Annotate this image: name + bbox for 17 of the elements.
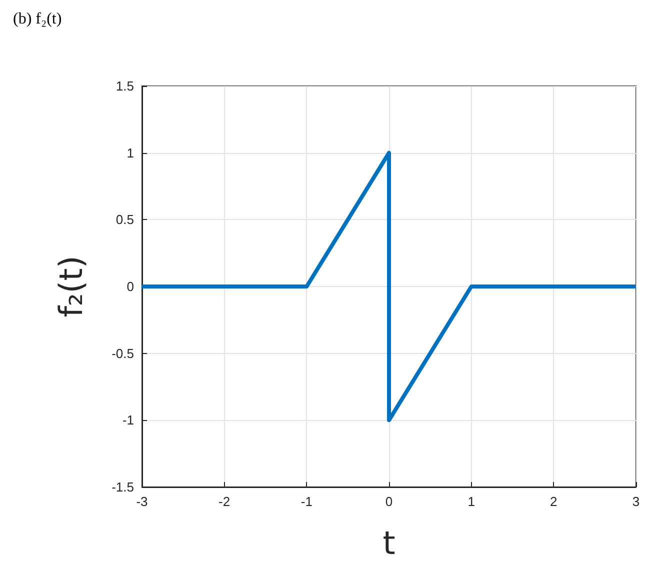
x-tick-label: 1 [468, 494, 475, 509]
y-tick-label: 0.5 [116, 212, 134, 228]
y-tick-label: -1 [122, 412, 134, 428]
chart-title: (b) f₂(t) [13, 10, 62, 28]
x-tick-label: -3 [136, 494, 148, 509]
y-tick-label: 0 [126, 279, 134, 294]
y-tick-label: 1.5 [116, 78, 134, 94]
y-axis-title: f₂(t) [52, 256, 90, 318]
x-tick-label: -1 [300, 494, 312, 509]
x-tick-label: 2 [550, 494, 558, 509]
y-tick-label: -1.5 [112, 480, 134, 494]
y-tick-label: -0.5 [112, 346, 134, 361]
x-axis-title: t [382, 524, 396, 562]
y-tick-label: 1 [126, 145, 134, 160]
x-tick-label: 0 [385, 494, 393, 509]
x-tick-label: -2 [218, 494, 230, 509]
x-tick-label: 3 [632, 494, 640, 509]
